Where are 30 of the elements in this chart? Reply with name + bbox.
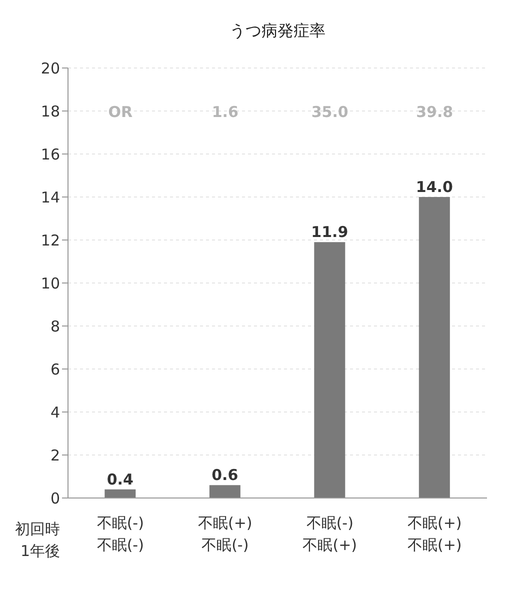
- data-label: 14.0: [416, 178, 453, 196]
- bar: [418, 197, 450, 498]
- y-tick-label: 8: [50, 317, 60, 336]
- bar: [209, 485, 240, 498]
- text: 初回時: [15, 520, 60, 538]
- y-tick-label: 20: [40, 59, 60, 78]
- annotation: OR: [108, 103, 133, 121]
- x-tick-label: 不眠(-) 不眠(-): [96, 514, 144, 554]
- annotation: 35.0: [311, 103, 348, 121]
- data-label: 11.9: [311, 223, 348, 242]
- bar: [314, 242, 346, 498]
- x-tick-label: 不眠(+) 不眠(-): [198, 514, 252, 554]
- y-tick-label: 4: [50, 403, 60, 422]
- y-tick-label: 2: [50, 446, 60, 464]
- y-tick-label: 6: [50, 360, 60, 378]
- bar: [104, 489, 136, 498]
- annotation: 39.8: [416, 103, 454, 121]
- y-tick-label: 10: [40, 274, 60, 292]
- x-tick-label: 不眠(+) 不眠(+): [407, 514, 462, 554]
- data-label: 0.6: [212, 466, 238, 484]
- text: 1年後: [20, 542, 60, 560]
- annotation: 1.6: [212, 103, 238, 121]
- y-tick-label: 16: [40, 145, 60, 164]
- data-label: 0.4: [106, 470, 134, 488]
- y-tick-label: 14: [40, 188, 60, 206]
- y-tick-label: 12: [40, 231, 60, 250]
- chart-title: うつ病発症率: [230, 21, 326, 40]
- x-tick-label: 不眠(-) 不眠(+): [302, 514, 358, 554]
- y-tick-label: 0: [50, 489, 60, 508]
- y-tick-label: 18: [40, 102, 60, 120]
